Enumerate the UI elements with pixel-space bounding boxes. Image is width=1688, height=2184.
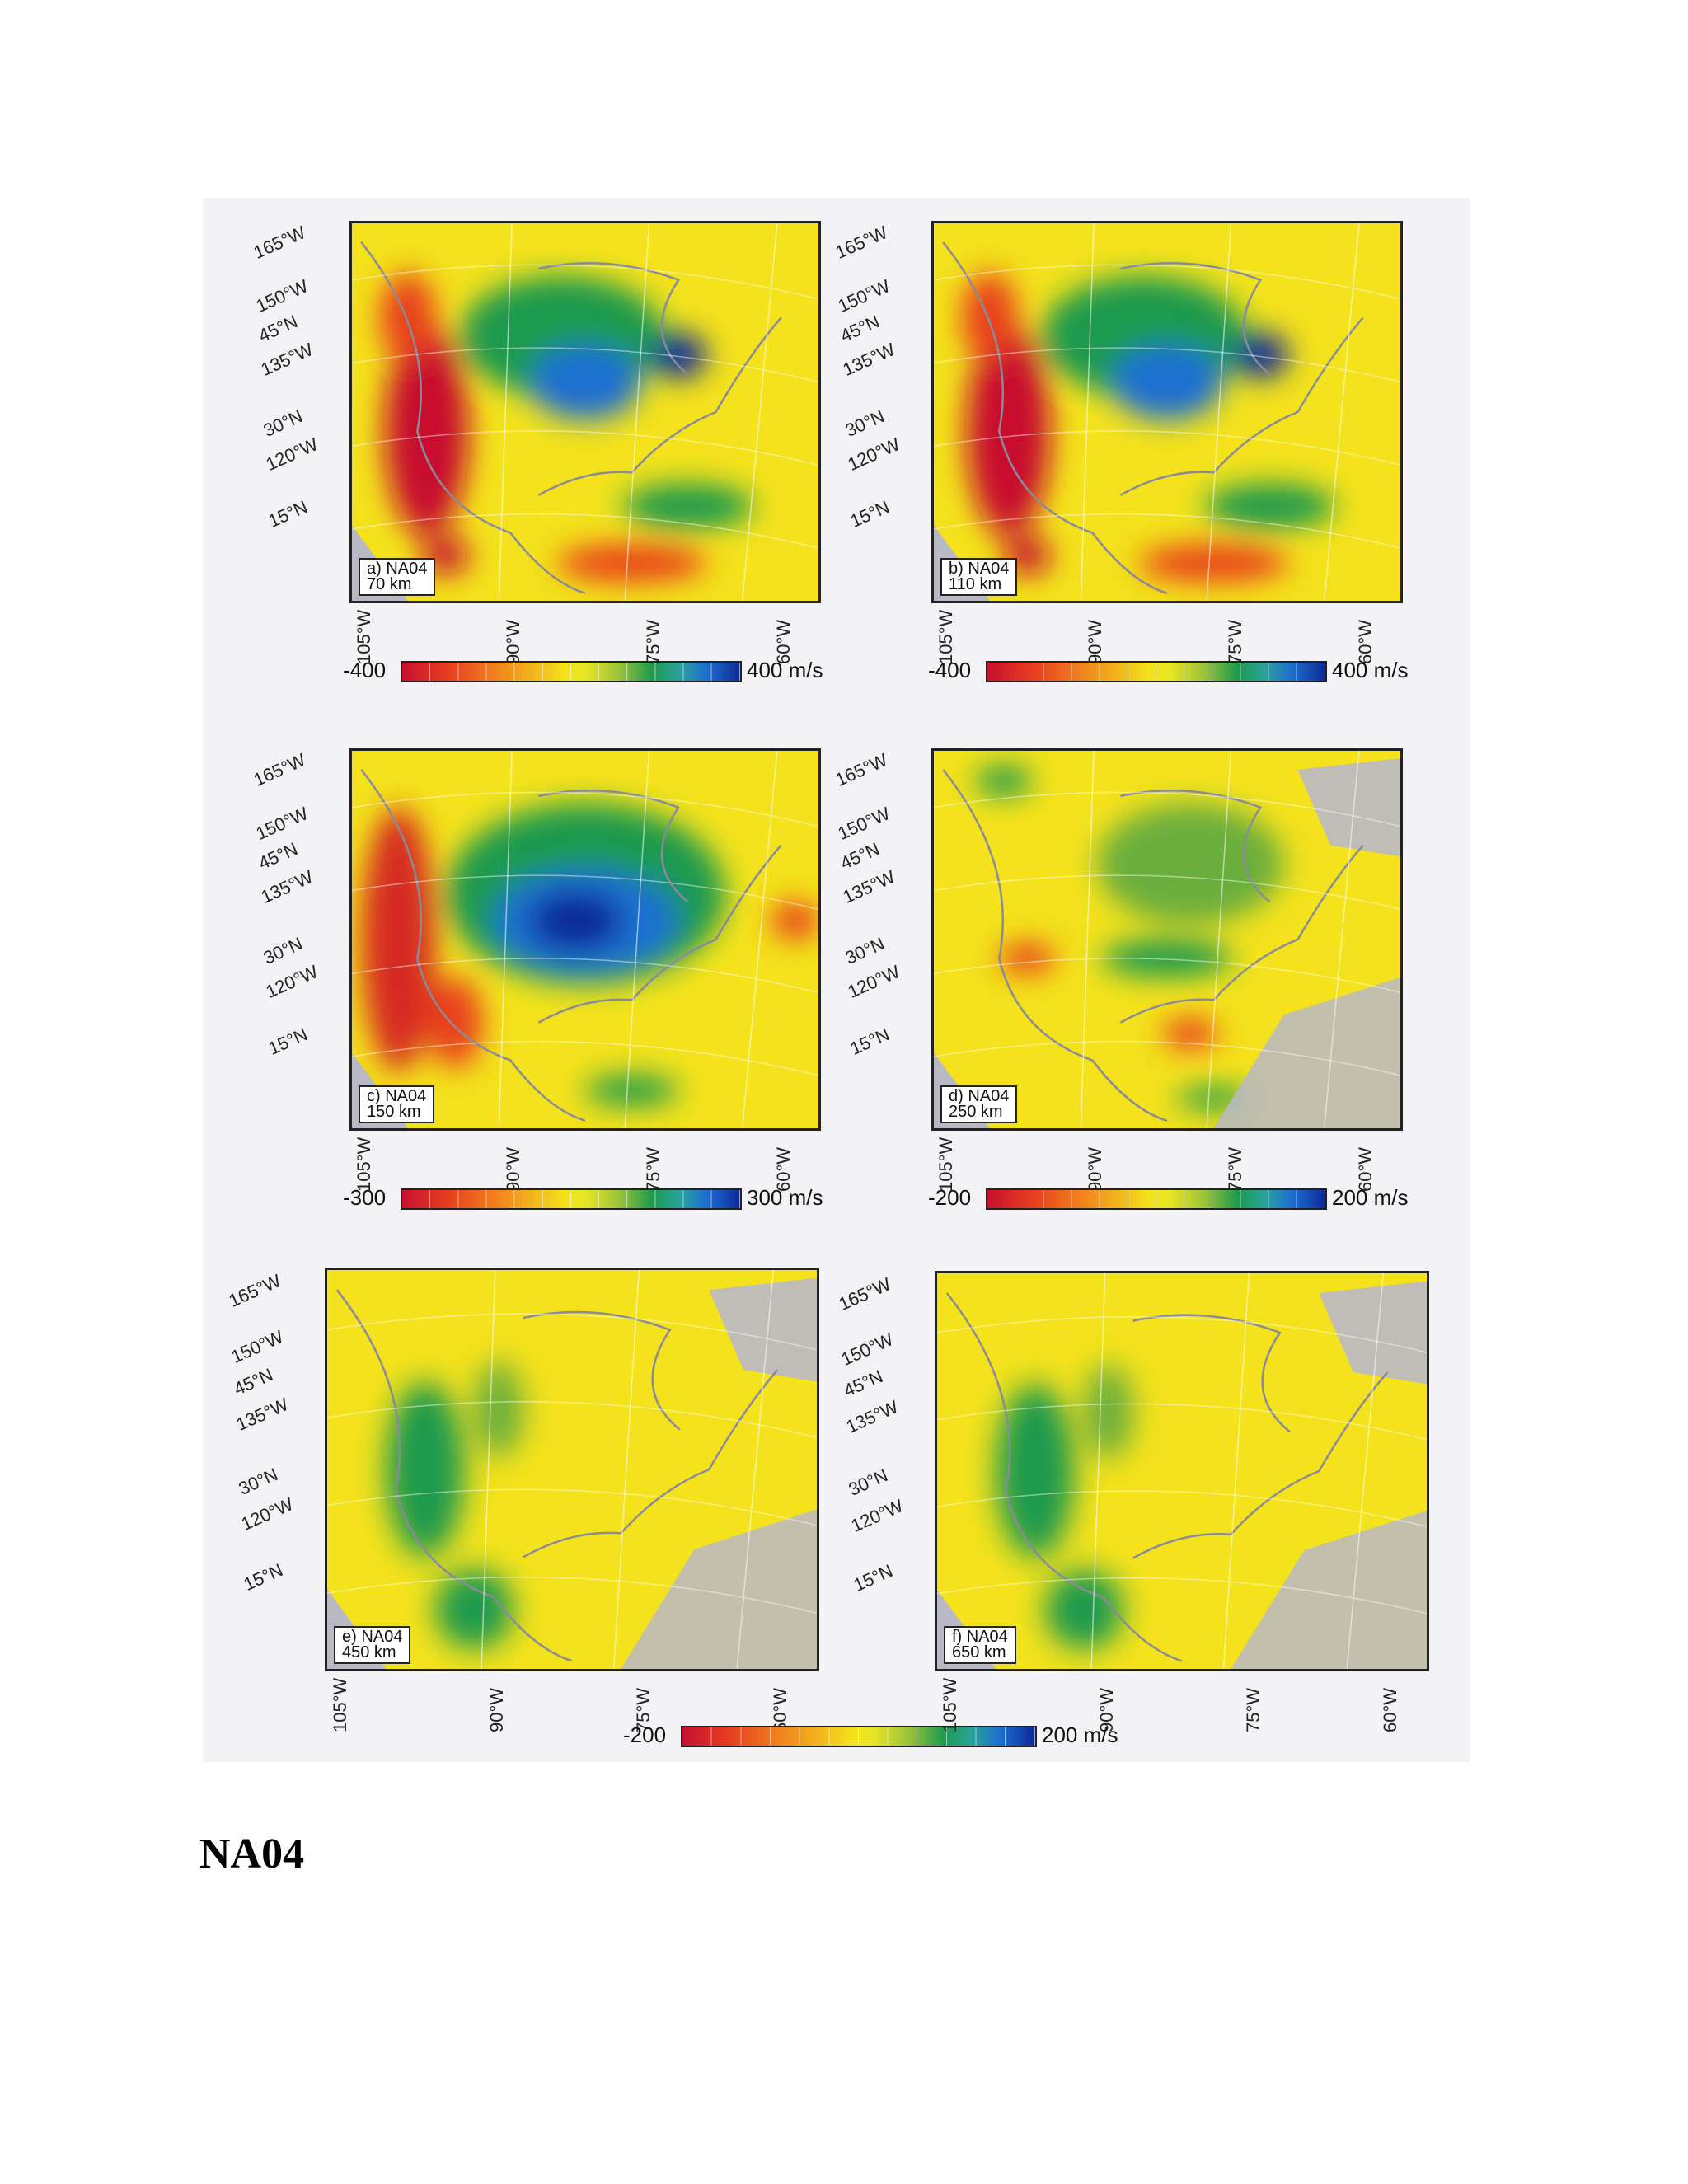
colorbar-min-label: -400 xyxy=(928,658,972,682)
lat-lon-tick-label: 45°N xyxy=(840,1366,886,1402)
panel-depth: 110 km xyxy=(949,575,1002,593)
lat-lon-tick-label: 165°W xyxy=(832,749,891,791)
colorbar-min-label: -300 xyxy=(343,1185,387,1210)
colorbar-gradient xyxy=(401,1188,742,1210)
panel-depth: 250 km xyxy=(949,1103,1003,1121)
lat-lon-tick-label: 30°N xyxy=(260,932,306,968)
lon-tick-label: 75°W xyxy=(1224,619,1245,664)
panel-title: e) NA04 xyxy=(342,1628,403,1646)
colorbar-max-label: 400 m/s xyxy=(747,658,823,682)
lon-tick-label: 75°W xyxy=(1243,1687,1264,1732)
colorbar-min-label: -200 xyxy=(623,1722,667,1747)
velocity-map-d: d) NA04 250 km xyxy=(931,748,1403,1131)
lat-lon-tick-label: 150°W xyxy=(227,1325,287,1367)
lat-lon-tick-label: 135°W xyxy=(232,1394,292,1436)
lat-lon-tick-label: 150°W xyxy=(252,274,312,316)
lon-tick-label: 90°W xyxy=(1085,1146,1106,1192)
colorbar-gradient xyxy=(986,661,1327,682)
colorbar-max-label: 300 m/s xyxy=(747,1185,823,1210)
colorbar-max-label: 400 m/s xyxy=(1332,658,1409,682)
panel-label: c) NA04 150 km xyxy=(359,1085,435,1123)
panel-depth: 70 km xyxy=(367,575,412,593)
colorbar-min-label: -400 xyxy=(343,658,387,682)
lat-lon-tick-label: 135°W xyxy=(842,1395,902,1437)
lon-tick-label: 90°W xyxy=(1085,619,1106,664)
colorbar-min-label: -200 xyxy=(928,1185,972,1210)
lon-tick-label: 105°W xyxy=(329,1677,350,1732)
panel-depth: 650 km xyxy=(952,1643,1006,1661)
panel-depth: 150 km xyxy=(367,1103,421,1121)
lat-lon-tick-label: 30°N xyxy=(260,405,306,441)
lat-lon-tick-label: 165°W xyxy=(835,1272,894,1315)
lat-lon-tick-label: 120°W xyxy=(847,1494,907,1536)
lat-lon-tick-label: 30°N xyxy=(235,1463,281,1499)
velocity-map-f: f) NA04 650 km xyxy=(935,1271,1429,1671)
velocity-map-c: c) NA04 150 km xyxy=(349,748,821,1131)
lon-tick-label: 75°W xyxy=(1224,1146,1245,1192)
lat-lon-tick-label: 150°W xyxy=(834,274,893,316)
lat-lon-tick-label: 30°N xyxy=(845,1465,891,1501)
panel-title: a) NA04 xyxy=(367,560,428,578)
lon-tick-label: 105°W xyxy=(939,1677,960,1732)
lon-tick-label: 60°W xyxy=(1380,1687,1401,1732)
colorbar-gradient xyxy=(986,1188,1327,1210)
lon-tick-label: 90°W xyxy=(1095,1687,1117,1732)
lon-tick-label: 75°W xyxy=(642,1146,663,1192)
lon-tick-label: 105°W xyxy=(353,609,374,664)
lat-lon-tick-label: 15°N xyxy=(846,495,893,532)
lat-lon-tick-label: 165°W xyxy=(250,222,309,264)
lon-tick-label: 105°W xyxy=(935,609,956,664)
velocity-map-a: a) NA04 70 km xyxy=(349,221,821,603)
panel-title: b) NA04 xyxy=(949,560,1010,578)
figure: a) NA04 70 km 165°W 150°W 45°N 135°W 30°N 120°W… xyxy=(203,198,1470,1762)
colorbar-max-label: 200 m/s xyxy=(1042,1722,1118,1747)
lon-tick-label: 75°W xyxy=(642,619,663,664)
colorbar-max-label: 200 m/s xyxy=(1332,1185,1409,1210)
panel-label: e) NA04 450 km xyxy=(334,1626,411,1664)
lat-lon-tick-label: 15°N xyxy=(850,1559,896,1596)
lon-tick-label: 90°W xyxy=(503,1146,524,1192)
lon-tick-label: 105°W xyxy=(353,1137,374,1192)
caption: NA04 xyxy=(199,1830,305,1877)
lat-lon-tick-label: 165°W xyxy=(250,749,309,791)
lon-tick-label: 90°W xyxy=(485,1687,507,1732)
panel-title: f) NA04 xyxy=(952,1628,1008,1646)
lat-lon-tick-label: 15°N xyxy=(265,495,311,532)
lat-lon-tick-label: 15°N xyxy=(846,1023,893,1059)
lat-lon-tick-label: 165°W xyxy=(225,1270,284,1311)
lat-lon-tick-label: 165°W xyxy=(832,222,891,264)
lat-lon-tick-label: 15°N xyxy=(240,1558,286,1595)
panel-label: d) NA04 250 km xyxy=(940,1085,1018,1123)
lat-lon-tick-label: 150°W xyxy=(834,802,893,844)
lat-lon-tick-label: 150°W xyxy=(837,1329,897,1370)
panel-title: d) NA04 xyxy=(949,1087,1010,1105)
colorbar-gradient xyxy=(681,1726,1037,1747)
lon-tick-label: 90°W xyxy=(503,619,524,664)
panel-label: b) NA04 110 km xyxy=(940,558,1018,596)
lat-lon-tick-label: 45°N xyxy=(230,1363,276,1399)
lon-tick-label: 105°W xyxy=(935,1137,956,1192)
lat-lon-tick-label: 150°W xyxy=(252,802,312,844)
lat-lon-tick-label: 30°N xyxy=(842,405,888,441)
lat-lon-tick-label: 15°N xyxy=(265,1023,311,1059)
lat-lon-tick-label: 120°W xyxy=(237,1493,297,1535)
velocity-map-e: e) NA04 450 km xyxy=(325,1268,819,1671)
lat-lon-tick-label: 30°N xyxy=(842,932,888,968)
panel-depth: 450 km xyxy=(342,1643,396,1661)
colorbar-gradient xyxy=(401,661,742,682)
velocity-map-b: b) NA04 110 km xyxy=(931,221,1403,603)
panel-title: c) NA04 xyxy=(367,1087,427,1105)
panel-label: f) NA04 650 km xyxy=(944,1626,1016,1664)
panel-label: a) NA04 70 km xyxy=(359,558,436,596)
